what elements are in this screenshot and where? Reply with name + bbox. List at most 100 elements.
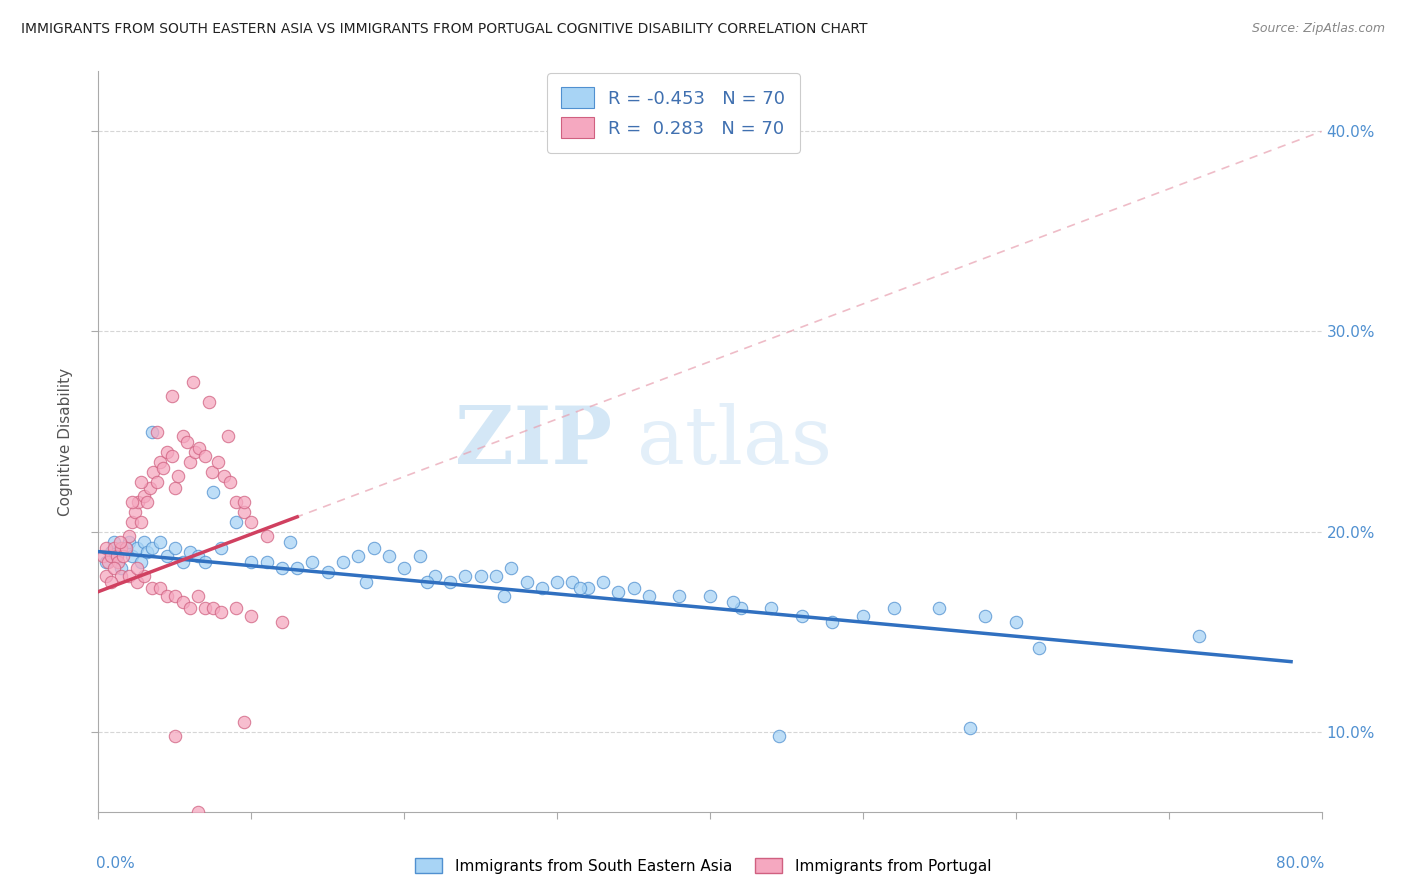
Point (454, 568, 477, 582)
Point (623, 581, 645, 595)
Point (883, 600, 905, 615)
Point (194, 555, 217, 569)
Point (485, 568, 508, 582)
Point (569, 581, 592, 595)
Point (125, 560, 148, 574)
Point (668, 589, 690, 603)
Point (152, 460, 174, 475)
Point (821, 615, 844, 629)
Text: IMMIGRANTS FROM SOUTH EASTERN ASIA VS IMMIGRANTS FROM PORTUGAL COGNITIVE DISABIL: IMMIGRANTS FROM SOUTH EASTERN ASIA VS IM… (21, 22, 868, 37)
Point (124, 505, 146, 519)
Point (149, 581, 172, 595)
Point (145, 475, 167, 489)
Point (194, 449, 217, 463)
Point (136, 544, 159, 558)
Point (107, 555, 129, 569)
Point (163, 481, 186, 495)
Point (576, 581, 599, 595)
Point (546, 574, 568, 589)
Point (163, 541, 186, 555)
Point (167, 468, 190, 483)
Point (256, 528, 278, 542)
Point (439, 574, 461, 589)
Point (363, 541, 385, 555)
Point (194, 600, 217, 615)
Point (285, 560, 308, 574)
Point (179, 454, 201, 468)
Point (160, 388, 183, 402)
Point (100, 574, 122, 589)
Point (592, 574, 614, 589)
Point (188, 441, 211, 455)
Point (207, 454, 229, 468)
Point (202, 484, 225, 499)
Point (160, 449, 183, 463)
Point (103, 560, 125, 574)
Point (232, 714, 254, 729)
Point (127, 494, 149, 508)
Point (240, 555, 263, 569)
Point (790, 608, 813, 623)
Point (139, 481, 162, 495)
Point (100, 549, 122, 563)
Point (172, 428, 194, 442)
Point (530, 581, 553, 595)
Point (240, 608, 263, 623)
Point (225, 600, 247, 615)
Point (232, 505, 254, 519)
Point (209, 605, 232, 619)
Point (392, 560, 416, 574)
Point (142, 465, 165, 479)
Point (516, 574, 538, 589)
Point (759, 600, 782, 615)
Point (225, 494, 247, 508)
Point (118, 528, 141, 542)
Point (94, 568, 117, 582)
Point (607, 584, 630, 599)
Point (100, 544, 122, 558)
Point (179, 544, 201, 558)
Text: Source: ZipAtlas.com: Source: ZipAtlas.com (1251, 22, 1385, 36)
Point (1028, 640, 1050, 655)
Point (240, 515, 263, 529)
Point (108, 534, 131, 549)
Point (721, 594, 744, 608)
Point (110, 541, 132, 555)
Point (134, 568, 156, 582)
Point (105, 549, 128, 563)
Point (561, 574, 583, 589)
Point (197, 394, 219, 409)
Point (232, 494, 254, 508)
Point (115, 541, 138, 555)
Point (97, 555, 120, 569)
Point (278, 534, 301, 549)
Point (172, 555, 194, 569)
Point (219, 475, 242, 489)
Point (212, 468, 235, 483)
Point (145, 425, 167, 439)
Point (209, 541, 232, 555)
Point (217, 428, 239, 442)
Point (141, 581, 163, 595)
Point (301, 555, 323, 569)
Text: ZIP: ZIP (456, 402, 612, 481)
Legend: Immigrants from South Eastern Asia, Immigrants from Portugal: Immigrants from South Eastern Asia, Immi… (409, 852, 997, 880)
Point (149, 534, 172, 549)
Point (134, 489, 156, 503)
Point (699, 589, 721, 603)
Text: 80.0%: 80.0% (1275, 856, 1324, 871)
Point (187, 589, 209, 603)
Point (187, 549, 209, 563)
Point (118, 534, 141, 549)
Point (125, 574, 148, 589)
Point (103, 534, 125, 549)
Point (129, 515, 152, 529)
Point (129, 475, 152, 489)
Legend: R = -0.453   N = 70, R =  0.283   N = 70: R = -0.453 N = 70, R = 0.283 N = 70 (547, 73, 800, 153)
Point (105, 549, 128, 563)
Point (408, 549, 430, 563)
Point (141, 541, 163, 555)
Point (270, 615, 292, 629)
Point (768, 729, 790, 743)
Text: 0.0%: 0.0% (96, 856, 135, 871)
